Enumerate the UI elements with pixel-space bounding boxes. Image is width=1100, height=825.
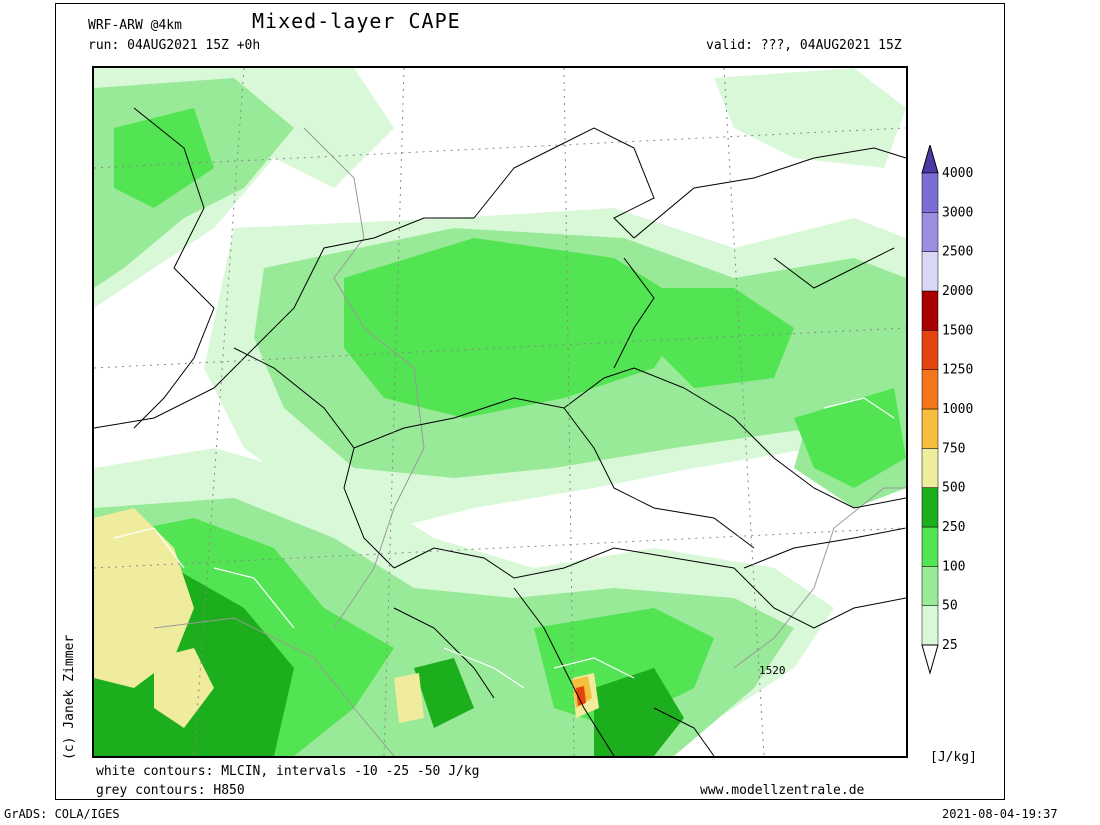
colorbar-label-2500: 2500 [942, 245, 973, 260]
timestamp-label: 2021-08-04-19:37 [942, 807, 1058, 821]
valid-label: valid: ???, 04AUG2021 15Z [706, 38, 902, 53]
colorbar-box-50 [921, 566, 939, 606]
colorbar-label-750: 750 [942, 441, 965, 456]
colorbar-box-3000 [921, 172, 939, 213]
colorbar-box-100 [921, 526, 939, 567]
run-label: run: 04AUG2021 15Z +0h [88, 38, 261, 53]
borders [94, 107, 906, 756]
credit-label: (c) Janek Zimmer [62, 634, 77, 760]
grey-contours-note: grey contours: H850 [96, 783, 245, 798]
cape-field-1000 [576, 686, 586, 706]
contour-label: 1520 [759, 664, 786, 677]
colorbar-label-50: 50 [942, 599, 958, 614]
colorbar-label-4000: 4000 [942, 166, 973, 181]
grads-label: GrADS: COLA/IGES [4, 807, 120, 821]
colorbar-box-750 [921, 408, 939, 449]
map-canvas: 1520 [94, 68, 906, 756]
model-label: WRF-ARW @4km [88, 18, 182, 33]
colorbar-label-3000: 3000 [942, 205, 973, 220]
colorbar-cap-bottom [921, 644, 939, 675]
colorbar-label-1250: 1250 [942, 363, 973, 378]
legend-unit: [J/kg] [930, 750, 977, 765]
colorbar-box-2500 [921, 212, 939, 252]
cape-field-500 [94, 508, 599, 728]
cape-map: 1520 [92, 66, 908, 758]
colorbar: 25 50 100 250 500 750 1000 1250 1500 2000 2500 3000… [921, 143, 973, 675]
mlcin-contours [113, 397, 895, 689]
colorbar-label-500: 500 [942, 481, 965, 496]
colorbar-label-2000: 2000 [942, 284, 973, 299]
colorbar-box-250 [921, 487, 939, 528]
colorbar-box-25 [921, 605, 939, 646]
colorbar-box-1250 [921, 330, 939, 370]
white-contours-note: white contours: MLCIN, intervals -10 -25… [96, 764, 480, 779]
colorbar-box-500 [921, 448, 939, 488]
h850-contours [153, 127, 906, 756]
map-title: Mixed-layer CAPE [252, 9, 461, 33]
colorbar-legend: 25 50 100 250 500 750 1000 1250 1500 2000 2500 3000… [920, 143, 1000, 675]
colorbar-label-1000: 1000 [942, 402, 973, 417]
lat-lon-grid [94, 68, 906, 756]
colorbar-cap-top [921, 143, 939, 174]
colorbar-label-25: 25 [942, 638, 958, 653]
colorbar-label-250: 250 [942, 520, 965, 535]
figure-frame [55, 3, 1005, 800]
website-label: www.modellzentrale.de [700, 783, 865, 798]
colorbar-box-2000 [921, 251, 939, 292]
colorbar-box-1000 [921, 369, 939, 410]
colorbar-label-100: 100 [942, 559, 965, 574]
colorbar-label-1500: 1500 [942, 323, 973, 338]
colorbar-box-1500 [921, 290, 939, 331]
